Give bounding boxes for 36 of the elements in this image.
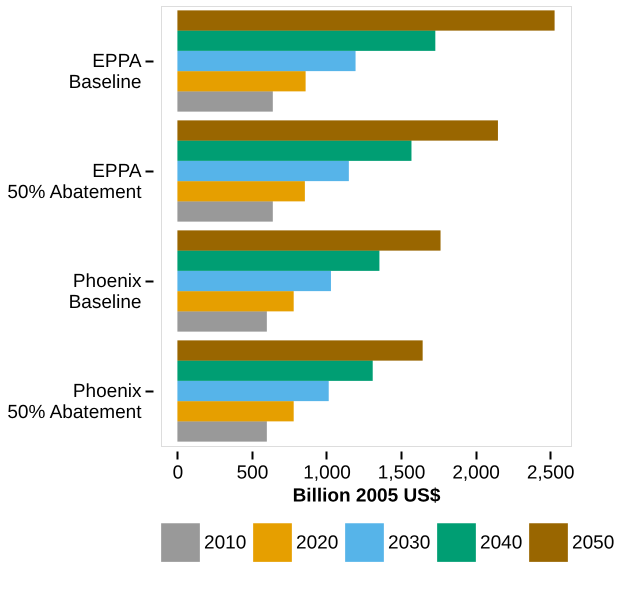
bar	[177, 380, 329, 402]
bar	[177, 401, 294, 422]
bar	[177, 340, 423, 361]
legend-label: 2040	[480, 532, 522, 554]
y-tick-label: EPPA Baseline	[68, 51, 142, 93]
bar	[177, 181, 305, 202]
y-tick-label: EPPA 50% Abatement	[7, 161, 142, 203]
legend-label: 2050	[572, 532, 614, 554]
x-tick-label: 2,000	[452, 462, 500, 484]
bar	[177, 230, 441, 251]
x-axis-title: Billion 2005 US$	[292, 486, 441, 506]
bar	[177, 201, 273, 222]
bar	[177, 30, 436, 51]
bar	[177, 71, 306, 92]
y-tick-label: Phoenix Baseline	[68, 271, 142, 313]
bar	[177, 120, 498, 141]
bar	[177, 140, 412, 161]
x-tick-label: 2,500	[526, 462, 574, 484]
bar	[177, 291, 294, 312]
x-tick-label: 500	[236, 462, 268, 484]
bar	[177, 50, 356, 72]
bar	[177, 91, 273, 112]
bar	[177, 250, 380, 271]
bar	[177, 421, 267, 442]
bar	[177, 10, 555, 31]
legend-label: 2020	[296, 532, 338, 554]
bar	[177, 160, 349, 182]
bar	[177, 360, 373, 381]
bar	[177, 311, 267, 332]
legend-label: 2030	[388, 532, 430, 554]
x-tick-label: 1,000	[303, 462, 351, 484]
x-tick-label: 1,500	[378, 462, 426, 484]
y-tick-label: Phoenix 50% Abatement	[7, 381, 142, 423]
x-tick-label: 0	[172, 462, 184, 484]
bar	[177, 270, 331, 292]
legend-label: 2010	[204, 532, 246, 554]
